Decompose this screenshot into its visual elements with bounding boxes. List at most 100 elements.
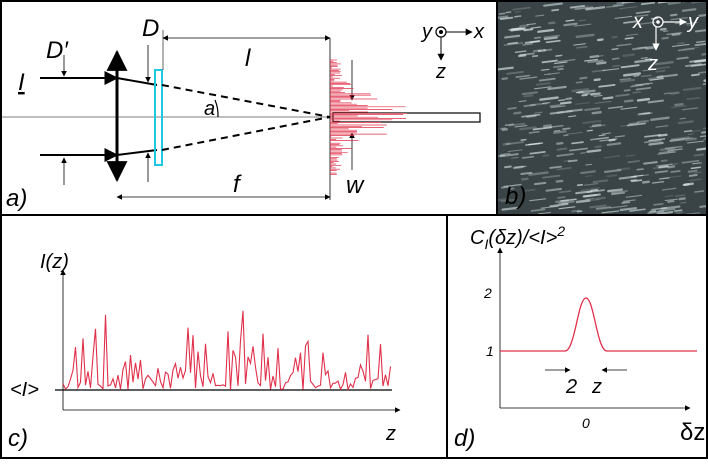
speckle-streak: [696, 44, 707, 45]
tick-label: 2: [483, 285, 492, 301]
speckle-streak: [663, 38, 668, 39]
speckle-streak: [612, 37, 616, 38]
speckle-streak: [530, 41, 539, 42]
speckle-streak: [533, 56, 537, 57]
speckle-streak: [597, 63, 605, 64]
speckle-streak: [522, 179, 527, 180]
label: y: [420, 21, 433, 43]
speckle-streak: [593, 112, 601, 113]
speckle-streak: [668, 201, 673, 202]
speckle-streak: [613, 58, 619, 59]
speckle-streak: [671, 15, 677, 16]
speckle-streak: [658, 77, 663, 78]
speckle-streak: [564, 24, 576, 25]
speckle-streak: [534, 50, 540, 51]
speckle-streak: [588, 150, 601, 152]
speckle-streak: [641, 58, 647, 59]
speckle-streak: [664, 93, 669, 94]
speckle-streak: [558, 197, 565, 198]
speckle-streak: [582, 189, 590, 190]
label: x: [473, 21, 485, 43]
speckle-streak: [613, 66, 620, 67]
speckle-streak: [638, 99, 649, 100]
speckle-streak: [681, 202, 686, 203]
panel-b: [497, 0, 708, 215]
label: x: [632, 11, 644, 33]
axis-label: δz: [680, 419, 705, 446]
speckle-streak: [521, 140, 526, 141]
speckle-streak: [612, 49, 618, 50]
label: z: [591, 376, 602, 398]
speckle-streak: [692, 75, 699, 76]
speckle-streak: [595, 146, 600, 147]
speckle-streak: [586, 176, 593, 177]
label: (δz)/<I>: [488, 227, 557, 249]
speckle-streak: [505, 167, 511, 168]
tick-label: 0: [582, 415, 590, 431]
speckle-streak: [679, 121, 693, 123]
speckle-streak: [544, 155, 549, 156]
speckle-streak: [527, 116, 535, 117]
speckle-streak: [695, 172, 702, 173]
speckle-streak: [515, 12, 520, 13]
speckle-streak: [578, 185, 582, 186]
speckle-streak: [685, 184, 693, 185]
speckle-streak: [680, 198, 685, 199]
speckle-streak: [689, 134, 694, 135]
axis-label: I(z): [40, 251, 69, 273]
speckle-streak: [535, 183, 545, 184]
speckle-streak: [514, 113, 520, 114]
speckle-streak: [524, 29, 532, 30]
speckle-streak: [591, 56, 599, 57]
speckle-streak: [624, 55, 634, 56]
speckle-streak: [598, 40, 602, 41]
speckle-streak: [550, 167, 561, 168]
speckle-streak: [566, 20, 574, 21]
speckle-streak: [535, 37, 541, 38]
speckle-streak: [508, 108, 516, 109]
speckle-streak: [557, 181, 562, 182]
speckle-streak: [577, 201, 589, 202]
speckle-streak: [625, 38, 633, 39]
label: y: [686, 11, 699, 33]
speckle-streak: [499, 17, 507, 18]
panel-tag: d): [454, 425, 475, 452]
speckle-streak: [695, 191, 704, 192]
speckle-streak: [608, 190, 622, 192]
speckle-streak: [599, 56, 603, 57]
speckle-streak: [559, 100, 565, 101]
speckle-streak: [549, 23, 554, 24]
speckle-streak: [671, 93, 678, 94]
speckle-streak: [515, 16, 521, 17]
speckle-streak: [634, 76, 639, 77]
speckle-streak: [646, 48, 654, 49]
speckle-streak: [586, 164, 592, 165]
speckle-streak: [512, 157, 518, 158]
speckle-streak: [576, 92, 583, 93]
speckle-streak: [579, 20, 585, 21]
speckle-streak: [680, 118, 685, 119]
panel-tag: c): [8, 425, 28, 452]
speckle-streak: [506, 124, 514, 125]
label: z: [435, 61, 446, 83]
speckle-streak: [637, 169, 643, 170]
label: z: [647, 53, 658, 75]
speckle-streak: [678, 43, 684, 44]
speckle-streak: [659, 166, 667, 167]
speckle-streak: [669, 2, 680, 3]
speckle-streak: [625, 90, 630, 91]
panel-tag: a): [6, 185, 27, 212]
label: w: [346, 172, 365, 199]
speckle-streak: [556, 201, 568, 202]
speckle-streak: [580, 78, 586, 79]
speckle-streak: [554, 131, 565, 132]
speckle-streak: [618, 168, 629, 169]
label: 2: [556, 223, 565, 239]
axis-label: z: [385, 423, 396, 445]
speckle-streak: [638, 121, 648, 122]
speckle-streak: [520, 25, 527, 26]
speckle-streak: [677, 58, 688, 59]
speckle-streak: [552, 10, 558, 11]
axis-dot: [440, 31, 443, 34]
